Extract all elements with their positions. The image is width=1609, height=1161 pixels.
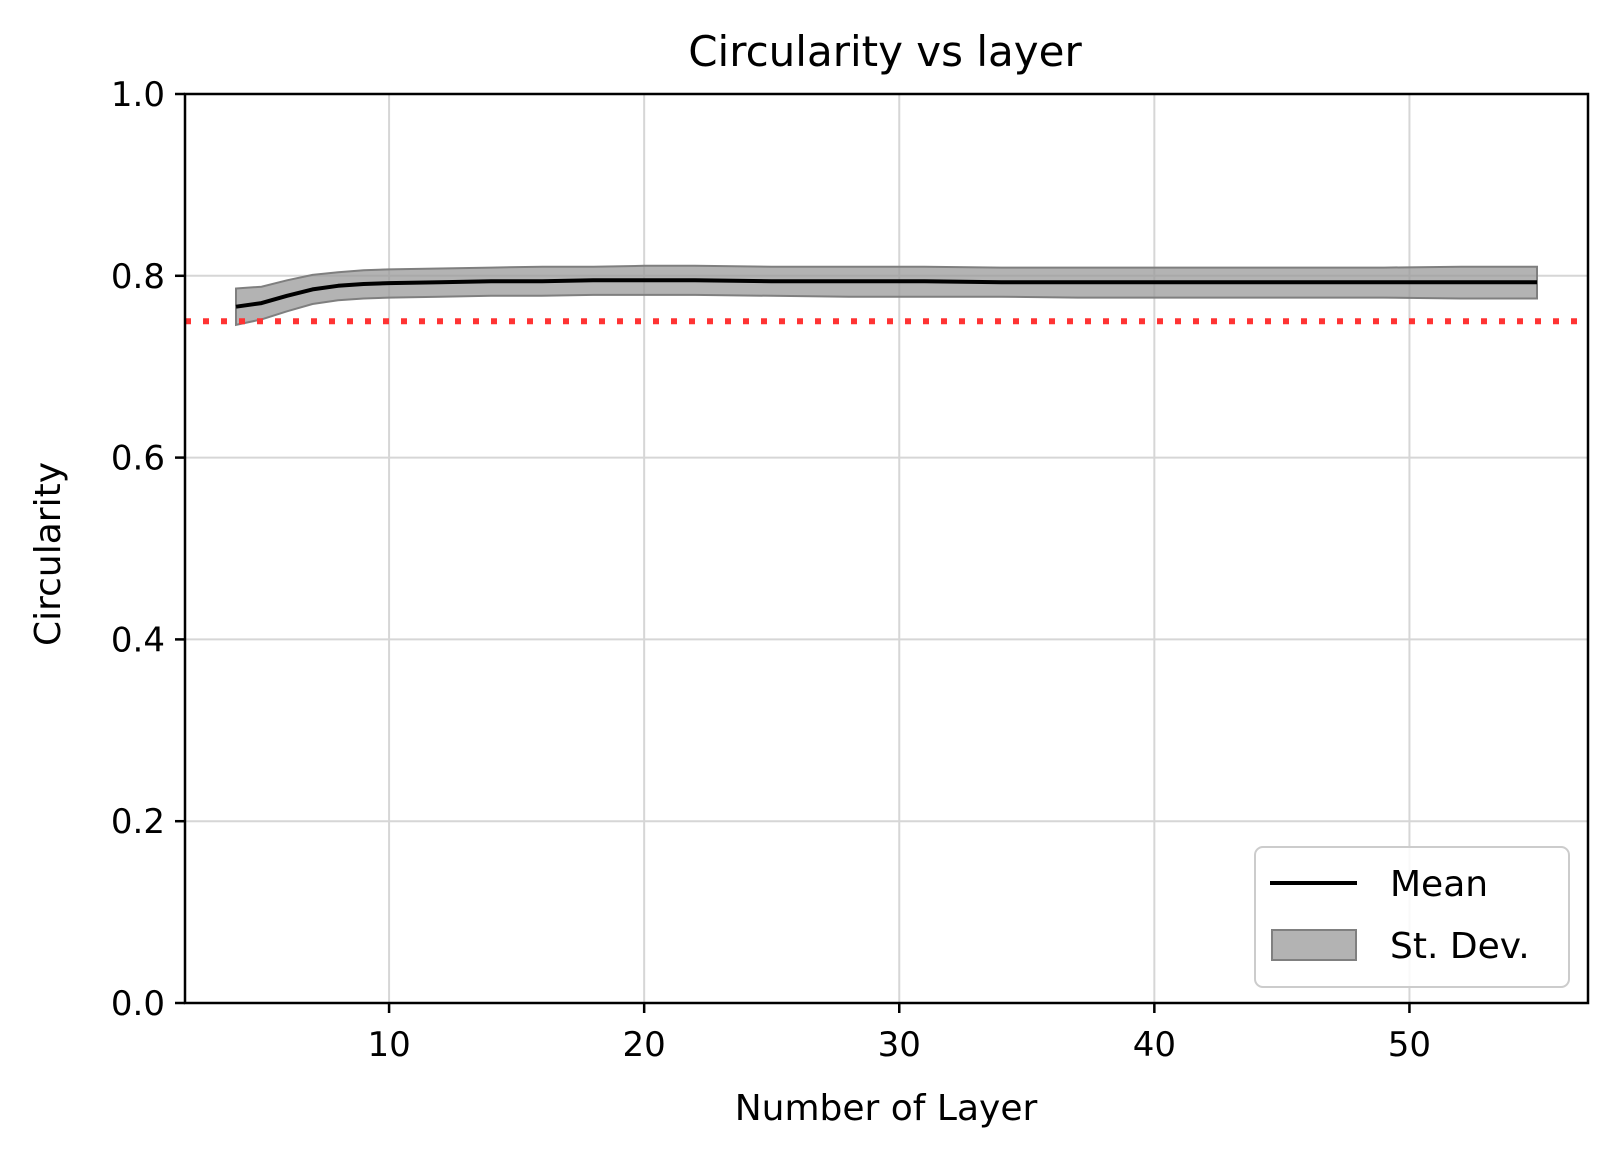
y-axis-ticks: 0.0 0.2 0.4 0.6 0.8 1.0 <box>111 75 185 1024</box>
y-tick-label: 0.4 <box>111 620 165 660</box>
y-tick-label: 0.8 <box>111 257 165 297</box>
y-axis-title: Circularity <box>28 462 69 646</box>
legend: Mean St. Dev. <box>1254 846 1570 988</box>
mean-series-line <box>235 278 1537 309</box>
mean-line <box>235 278 1537 309</box>
legend-stdev-swatch <box>1271 929 1357 961</box>
legend-mean-label: Mean <box>1390 864 1488 905</box>
st-dev-band <box>235 264 1538 327</box>
plot-frame <box>183 92 1590 1005</box>
x-tick-label: 40 <box>1133 1025 1176 1065</box>
x-tick-label: 10 <box>367 1025 410 1065</box>
y-tick-label: 0.0 <box>111 984 165 1024</box>
x-tick-label: 30 <box>878 1025 921 1065</box>
chart-title: Circularity vs layer <box>688 27 1082 76</box>
x-axis-title: Number of Layer <box>735 1088 1038 1129</box>
st-dev-area <box>235 264 1538 327</box>
x-tick-label: 50 <box>1388 1025 1431 1065</box>
legend-stdev-label: St. Dev. <box>1390 926 1530 967</box>
x-tick-label: 20 <box>623 1025 666 1065</box>
y-tick-label: 1.0 <box>111 75 165 115</box>
y-tick-label: 0.6 <box>111 439 165 479</box>
y-tick-label: 0.2 <box>111 802 165 842</box>
x-axis-ticks: 10 20 30 40 50 <box>367 1003 1431 1065</box>
